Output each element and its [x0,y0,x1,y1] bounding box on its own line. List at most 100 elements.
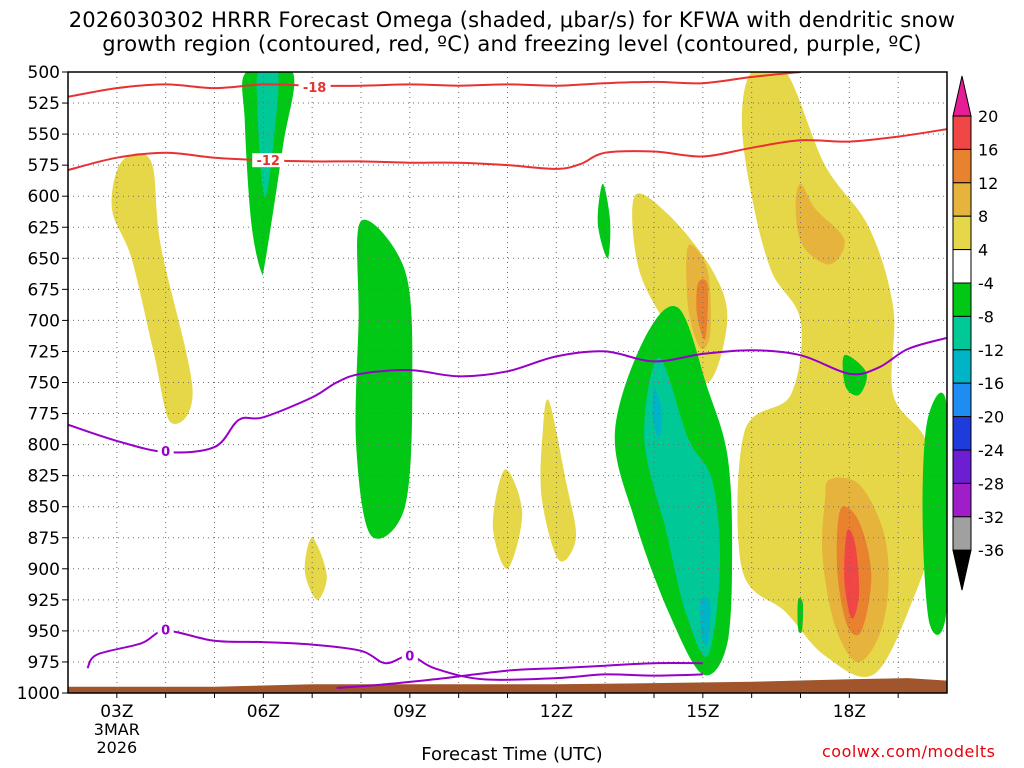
ytick-label-950: 950 [28,622,60,642]
purple-contour-1 [86,629,703,681]
ytick-label-775: 775 [28,405,60,425]
omega-region-mid-green [355,219,413,539]
colorbar-label-6: -8 [978,307,994,326]
ytick-label-650: 650 [28,249,60,269]
red-contour-label-bg-0 [298,79,331,94]
colorbar-top-arrow [952,75,972,117]
red-contour-1 [68,128,947,172]
xtick-label-12Z: 12Z [540,702,573,722]
colorbar-bottom-arrow [952,549,972,591]
colorbar-label-2: 12 [978,174,998,193]
terrain-layer [68,678,947,693]
terrain-band [68,678,947,693]
axes-layer: 500 525 550 575 600 625 650 675 700 725 750 775 800 8… [17,63,948,757]
purple-contour-label-1: 0 [161,624,170,639]
xtick-label-06Z: 06Z [247,702,280,722]
ytick-label-850: 850 [28,498,60,518]
omega-region-big-yellow-east [737,72,934,677]
ytick-label-625: 625 [28,218,60,238]
chart-title-line2: growth region (contoured, red, ºC) and f… [102,32,922,56]
colorbar-label-11: -28 [978,474,1004,493]
colorbar-bin-11 [952,449,972,484]
xtick-label-15Z: 15Z [686,702,719,722]
omega-region-teal-15z [644,357,721,657]
colorbar-bin-6 [952,282,972,317]
ytick-label-600: 600 [28,187,60,207]
colorbar-bin-9 [952,382,972,418]
red-contour-label-bg-1 [252,153,285,168]
ytick-label-825: 825 [28,467,60,487]
ytick-label-1000: 1000 [17,684,60,704]
colorbar-label-9: -20 [978,408,1004,427]
xtick-label-18Z: 18Z [833,702,866,722]
omega-region-red-14z [696,279,709,340]
ytick-label-925: 925 [28,591,60,611]
ytick-label-700: 700 [28,311,60,331]
colorbar-label-5: -4 [978,274,994,293]
colorbar-bin-8 [952,349,972,384]
colorbar-bin-12 [952,482,972,518]
colorbar-bin-4 [952,215,972,251]
omega-region-cyan-15z-b [699,596,711,646]
colorbar-bin-2 [952,148,972,184]
credit-link[interactable]: coolwx.com/modelts [822,742,996,761]
ytick-label-875: 875 [28,529,60,549]
xtick-label-03Z: 03Z [100,702,133,722]
purple-contour-label-2: 0 [405,650,414,665]
colorbar-bin-13 [952,516,972,551]
omega-shading-layer [111,72,947,677]
red-contour-label-1: -12 [256,154,280,169]
xtick-date-line2: 2026 [96,738,137,757]
xtick-date-line1: 3MAR [94,720,140,739]
ytick-label-500: 500 [28,63,60,83]
omega-region-left-yellow [111,153,193,424]
purple-contour-label-bg-0 [157,443,174,458]
xtick-label-09Z: 09Z [393,702,426,722]
colorbar-label-12: -32 [978,508,1004,527]
omega-region-cyan-15z [652,388,662,439]
ytick-label-900: 900 [28,560,60,580]
colorbar-label-13: -36 [978,541,1004,560]
ytick-label-575: 575 [28,156,60,176]
ytick-label-975: 975 [28,653,60,673]
grid-layer [68,72,947,693]
chart-title-line1: 2026030302 HRRR Forecast Omega (shaded, … [68,8,956,32]
ytick-label-675: 675 [28,280,60,300]
contour-layer: -18 -12 0 0 0 [68,72,947,689]
colorbar-bin-1 [952,115,972,150]
red-contour-0 [68,72,801,98]
omega-region-green-dot-17z [797,597,804,634]
omega-region-green-east-edge [922,392,947,635]
ytick-label-550: 550 [28,125,60,145]
omega-region-yellow-12z [540,399,577,562]
ytick-label-725: 725 [28,342,60,362]
colorbar: 20 16 12 8 4 -4 -8 -12 -16 -20 -24 -28 -32 -36 [952,75,1004,591]
colorbar-bin-10 [952,416,972,451]
omega-region-tiny-yellow-1 [304,537,327,600]
ytick-label-800: 800 [28,436,60,456]
purple-contour-label-0: 0 [161,445,170,460]
purple-contour-label-bg-1 [157,622,174,637]
colorbar-label-10: -24 [978,441,1004,460]
colorbar-label-4: 4 [978,241,988,260]
colorbar-bin-3 [952,182,972,217]
ytick-label-525: 525 [28,94,60,114]
red-contour-label-0: -18 [303,81,327,96]
omega-region-tiny-yellow-2 [492,469,523,569]
ytick-label-750: 750 [28,374,60,394]
purple-contour-label-bg-2 [401,648,418,663]
colorbar-label-1: 16 [978,140,998,159]
omega-region-red-18z [844,529,860,619]
x-axis-title: Forecast Time (UTC) [421,744,603,765]
colorbar-bin-5 [952,249,972,284]
omega-region-green-sliver [597,183,611,259]
colorbar-label-8: -16 [978,374,1004,393]
colorbar-label-0: 20 [978,107,998,126]
omega-region-orange-east-upper [795,183,845,265]
colorbar-bin-7 [952,315,972,351]
purple-contour-0 [68,336,947,454]
purple-contour-2 [336,662,703,689]
colorbar-label-7: -12 [978,341,1004,360]
colorbar-label-3: 8 [978,207,988,226]
